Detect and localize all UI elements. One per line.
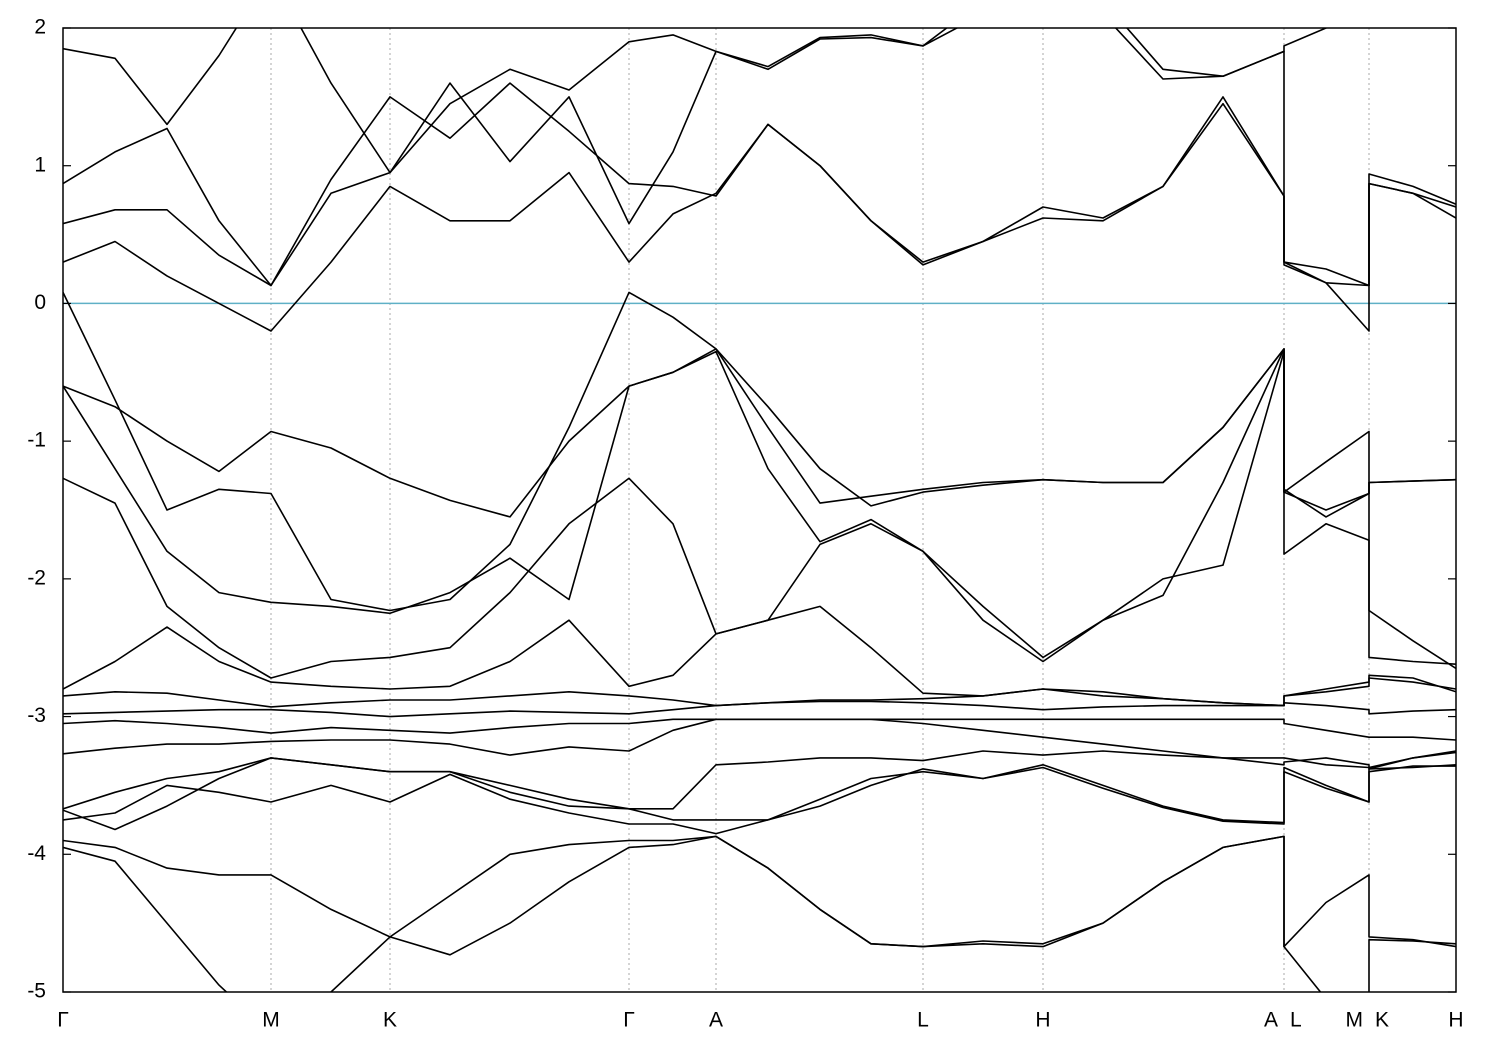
- band: [63, 291, 1456, 612]
- y-tick-label: 0: [34, 291, 46, 314]
- x-tick-label: L: [1290, 1009, 1302, 1032]
- x-tick-label: A: [709, 1009, 723, 1032]
- y-tick-label: 1: [34, 153, 46, 176]
- bands: [63, 28, 1456, 992]
- band: [63, 82, 1456, 287]
- x-tick-label: A: [1264, 1009, 1278, 1032]
- band: [63, 757, 1456, 831]
- band: [63, 835, 1456, 956]
- x-tick-label: K: [383, 1009, 397, 1032]
- band: [63, 348, 1456, 665]
- y-tick-label: -5: [27, 980, 46, 1003]
- band: [63, 677, 1456, 708]
- x-tick-label: K: [1375, 1009, 1389, 1032]
- band: [63, 102, 1456, 332]
- y-tick-label: 2: [34, 16, 46, 39]
- band: [63, 605, 1456, 707]
- band: [63, 28, 1328, 174]
- y-tick-label: -1: [27, 429, 46, 452]
- x-tick-label: M: [1346, 1009, 1364, 1032]
- x-tick-label: H: [1035, 1009, 1050, 1032]
- y-tick-label: -3: [27, 704, 46, 727]
- x-tick-label: H: [1448, 1009, 1463, 1032]
- plot-frame: [62, 27, 1457, 993]
- band: [63, 718, 1456, 769]
- band: [63, 28, 1456, 287]
- band: [63, 750, 1456, 810]
- x-tick-label: L: [917, 1009, 929, 1032]
- y-tick-label: -2: [27, 566, 46, 589]
- x-tick-label: Γ: [623, 1009, 635, 1032]
- band: [63, 700, 1456, 718]
- grid: [270, 28, 1370, 992]
- band: [63, 718, 1456, 756]
- y-tick-label: -4: [27, 842, 46, 865]
- band: [63, 765, 1456, 835]
- band: [63, 350, 1456, 679]
- x-tick-label: Γ: [57, 1009, 69, 1032]
- x-tick-label: M: [262, 1009, 280, 1032]
